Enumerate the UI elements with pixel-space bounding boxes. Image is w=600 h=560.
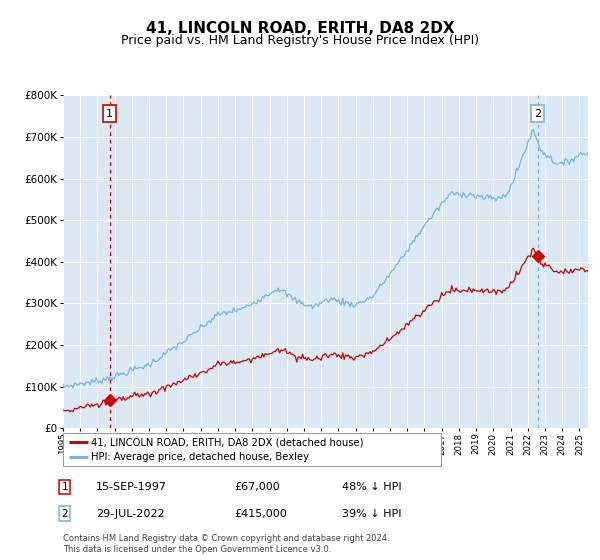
Text: 15-SEP-1997: 15-SEP-1997 bbox=[96, 482, 167, 492]
Text: 41, LINCOLN ROAD, ERITH, DA8 2DX: 41, LINCOLN ROAD, ERITH, DA8 2DX bbox=[146, 21, 454, 36]
Text: Price paid vs. HM Land Registry's House Price Index (HPI): Price paid vs. HM Land Registry's House … bbox=[121, 34, 479, 46]
Text: HPI: Average price, detached house, Bexley: HPI: Average price, detached house, Bexl… bbox=[91, 452, 310, 462]
Text: 1: 1 bbox=[61, 482, 68, 492]
Text: 2: 2 bbox=[61, 508, 68, 519]
Text: 48% ↓ HPI: 48% ↓ HPI bbox=[342, 482, 401, 492]
Text: Contains HM Land Registry data © Crown copyright and database right 2024.: Contains HM Land Registry data © Crown c… bbox=[63, 534, 389, 543]
Text: £67,000: £67,000 bbox=[234, 482, 280, 492]
Text: 29-JUL-2022: 29-JUL-2022 bbox=[96, 508, 164, 519]
Text: £415,000: £415,000 bbox=[234, 508, 287, 519]
Text: 41, LINCOLN ROAD, ERITH, DA8 2DX (detached house): 41, LINCOLN ROAD, ERITH, DA8 2DX (detach… bbox=[91, 437, 364, 447]
Text: 39% ↓ HPI: 39% ↓ HPI bbox=[342, 508, 401, 519]
Text: 1: 1 bbox=[106, 109, 113, 119]
Text: 2: 2 bbox=[534, 109, 541, 119]
Text: This data is licensed under the Open Government Licence v3.0.: This data is licensed under the Open Gov… bbox=[63, 545, 331, 554]
